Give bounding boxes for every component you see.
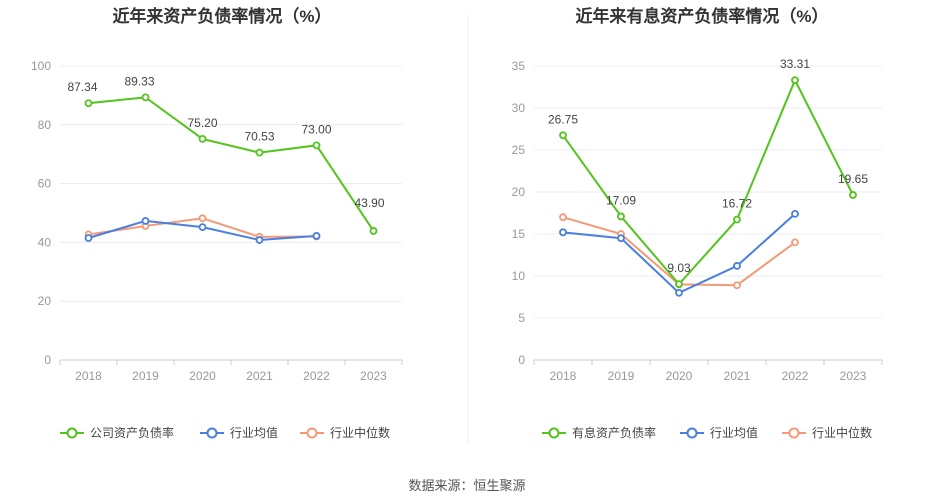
legend-item-1[interactable]: 公司资产负债率 [60, 425, 174, 440]
data-point[interactable] [733, 281, 741, 290]
chart-panel-1: 近年来资产负债率情况（%） 0 20 40 60 80 100 2018 2019 2020 202… [31, 6, 403, 440]
y-tick-label: 40 [38, 235, 52, 249]
x-tick-label: 2022 [303, 369, 330, 383]
y-tick-label: 15 [512, 227, 526, 241]
y-tick-label: 0 [518, 353, 525, 367]
y-tick-label: 20 [512, 185, 526, 199]
x-tick-label: 2021 [246, 369, 273, 383]
y-tick-label: 80 [38, 118, 52, 132]
chart-title: 近年来有息资产负债率情况（%） [575, 6, 828, 26]
series-line-1 [562, 77, 854, 286]
data-point[interactable] [369, 227, 378, 235]
x-tick-label: 2018 [550, 369, 577, 383]
data-point[interactable] [255, 236, 264, 244]
legend-item-3[interactable]: 行业中位数 [300, 425, 390, 440]
legend-item-2[interactable]: 行业均值 [200, 425, 278, 440]
data-point[interactable] [255, 148, 264, 157]
legend-label: 行业均值 [710, 425, 758, 440]
y-tick-label: 5 [518, 311, 525, 325]
data-point[interactable] [849, 191, 857, 199]
data-point[interactable] [791, 209, 799, 218]
data-point[interactable] [733, 215, 741, 224]
data-point[interactable] [617, 212, 625, 221]
data-point[interactable] [198, 223, 207, 232]
data-point[interactable] [617, 234, 625, 243]
x-tick-label: 2022 [782, 369, 809, 383]
data-point[interactable] [733, 262, 741, 270]
data-point[interactable] [141, 217, 150, 225]
data-point[interactable] [312, 232, 321, 240]
y-tick-label: 0 [44, 353, 51, 367]
legend-swatch-marker [306, 427, 318, 439]
y-tick-label: 30 [512, 101, 526, 115]
data-label: 33.31 [780, 57, 810, 71]
data-point[interactable] [198, 135, 207, 143]
legend-label: 行业中位数 [812, 425, 872, 440]
x-tick-label: 2023 [360, 369, 387, 383]
legend-swatch-marker [788, 427, 800, 439]
x-tick-label: 2020 [666, 369, 693, 383]
series-line-1 [88, 96, 375, 232]
data-label: 9.03 [667, 261, 691, 275]
data-point[interactable] [791, 76, 799, 85]
data-point[interactable] [675, 280, 683, 289]
y-tick-label: 100 [31, 59, 51, 73]
legend-label: 行业均值 [230, 425, 278, 440]
data-point[interactable] [559, 213, 567, 222]
data-point[interactable] [198, 214, 207, 223]
data-label: 75.20 [187, 116, 217, 130]
data-point[interactable] [312, 141, 321, 150]
legend-item-2[interactable]: 行业均值 [680, 425, 758, 440]
legend-item-1[interactable]: 有息资产负债率 [542, 425, 656, 440]
data-label: 43.90 [354, 196, 384, 210]
y-tick-label: 25 [512, 143, 526, 157]
data-point[interactable] [791, 238, 799, 247]
data-label: 89.33 [124, 74, 154, 88]
chart-title: 近年来资产负债率情况（%） [112, 6, 331, 26]
data-point[interactable] [559, 131, 567, 140]
data-point[interactable] [141, 93, 150, 102]
chart-panel-2: 近年来有息资产负债率情况（%） 0 5 10 15 20 25 30 35 2018 2019 202… [512, 6, 883, 440]
legend-swatch-marker [548, 427, 560, 439]
y-tick-label: 35 [512, 59, 526, 73]
data-label: 19.65 [838, 172, 868, 186]
data-point[interactable] [675, 288, 683, 297]
data-label: 17.09 [606, 193, 636, 207]
legend-label: 公司资产负债率 [90, 425, 174, 440]
data-label: 70.53 [244, 130, 274, 144]
legend-item-3[interactable]: 行业中位数 [782, 425, 872, 440]
data-label: 26.75 [548, 112, 578, 126]
legend-label: 行业中位数 [330, 425, 390, 440]
legend-swatch-marker [686, 427, 698, 439]
data-point[interactable] [559, 228, 567, 237]
source-note: 数据来源：恒生聚源 [408, 478, 525, 493]
x-tick-label: 2023 [840, 369, 867, 383]
data-label: 16.72 [722, 197, 752, 211]
legend-swatch-marker [66, 427, 78, 439]
x-tick-label: 2019 [132, 369, 159, 383]
data-point[interactable] [84, 99, 93, 108]
x-tick-label: 2019 [608, 369, 635, 383]
data-label: 73.00 [301, 122, 331, 136]
y-tick-label: 20 [38, 294, 52, 308]
x-tick-label: 2018 [75, 369, 102, 383]
y-tick-label: 60 [38, 177, 52, 191]
legend-swatch-marker [206, 427, 218, 439]
y-tick-label: 10 [512, 269, 526, 283]
x-tick-label: 2020 [189, 369, 216, 383]
x-tick-label: 2021 [724, 369, 751, 383]
data-label: 87.34 [67, 80, 97, 94]
legend-label: 有息资产负债率 [572, 425, 656, 440]
data-point[interactable] [84, 234, 93, 242]
